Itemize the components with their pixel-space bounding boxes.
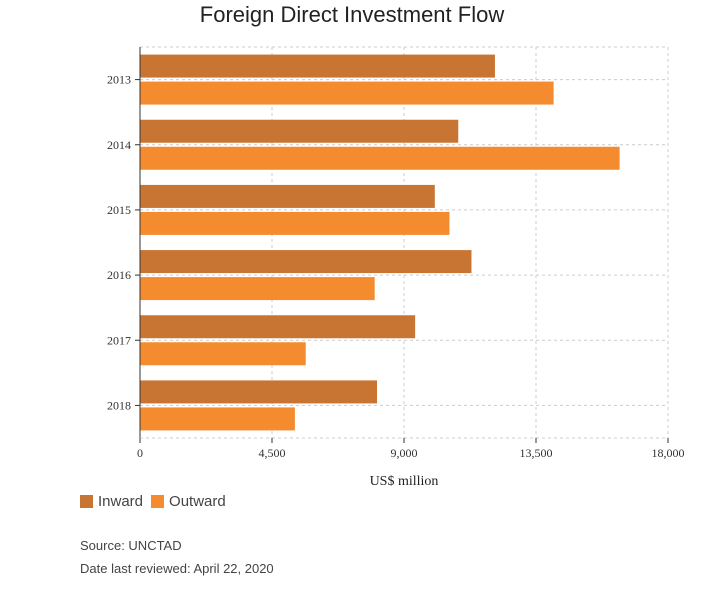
bar-outward-2018[interactable] (140, 407, 295, 431)
legend-item-inward[interactable]: Inward (80, 493, 143, 510)
x-axis-title: US$ million (370, 474, 439, 489)
legend-label-outward: Outward (169, 493, 226, 510)
legend-swatch-inward (80, 495, 93, 508)
legend-swatch-outward (151, 495, 165, 508)
chart-title: Foreign Direct Investment Flow (199, 2, 505, 27)
y-tick-label: 2016 (107, 268, 131, 282)
bar-inward-2013[interactable] (140, 54, 495, 78)
source-note: Source: UNCTAD (80, 538, 182, 553)
x-tick-label: 18,000 (652, 446, 685, 460)
x-tick-label: 9,000 (391, 446, 418, 460)
bars (140, 54, 620, 431)
legend: Inward Outward (80, 493, 234, 510)
legend-item-outward[interactable]: Outward (151, 493, 226, 510)
axes: 2013 2014 2015 2016 2017 2018 0 4,500 9,000 13,50… (107, 47, 685, 460)
x-tick-label: 0 (137, 446, 143, 460)
bar-outward-2017[interactable] (140, 342, 306, 366)
y-tick-label: 2017 (107, 333, 131, 347)
bar-outward-2013[interactable] (140, 81, 554, 105)
y-tick-label: 2015 (107, 203, 131, 217)
x-tick-label: 13,500 (520, 446, 553, 460)
y-tick-label: 2014 (107, 138, 131, 152)
bar-chart: 2013 2014 2015 2016 2017 2018 0 4,500 9,000 13,50… (107, 46, 685, 489)
bar-inward-2018[interactable] (140, 380, 378, 404)
bar-inward-2014[interactable] (140, 119, 459, 143)
bar-inward-2016[interactable] (140, 250, 472, 274)
bar-inward-2017[interactable] (140, 315, 416, 339)
grid-lines (140, 46, 669, 438)
reviewed-date-note: Date last reviewed: April 22, 2020 (80, 561, 274, 576)
y-tick-label: 2013 (107, 73, 131, 87)
bar-outward-2015[interactable] (140, 211, 450, 235)
bar-outward-2016[interactable] (140, 277, 375, 301)
bar-inward-2015[interactable] (140, 184, 435, 208)
x-tick-label: 4,500 (259, 446, 286, 460)
y-tick-label: 2018 (107, 398, 131, 412)
bar-outward-2014[interactable] (140, 146, 620, 170)
legend-label-inward: Inward (98, 493, 144, 510)
